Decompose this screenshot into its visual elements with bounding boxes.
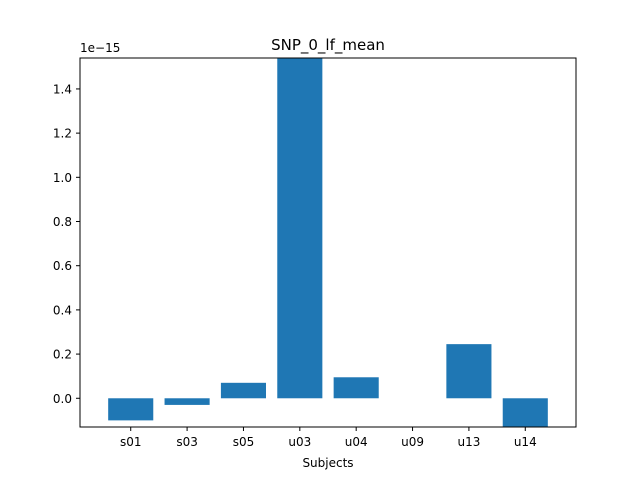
chart-title: SNP_0_lf_mean xyxy=(271,36,385,55)
bar-u13 xyxy=(446,344,492,399)
y-tick-label-6: 1.2 xyxy=(53,127,72,141)
bar-u04 xyxy=(333,377,379,399)
y-tick-label-0: 0.0 xyxy=(53,392,72,406)
y-tick-label-5: 1.0 xyxy=(53,171,72,185)
y-offset-label: 1e−15 xyxy=(80,41,120,55)
y-tick-label-2: 0.4 xyxy=(53,303,72,317)
y-tick-label-7: 1.4 xyxy=(53,82,72,96)
x-tick-label-u09: u09 xyxy=(401,435,424,449)
plot-frame xyxy=(79,57,577,428)
bar-s05 xyxy=(220,382,266,399)
x-tick-label-u04: u04 xyxy=(345,435,368,449)
x-tick-label-u14: u14 xyxy=(514,435,537,449)
bar-u03 xyxy=(277,58,323,399)
x-tick-label-u13: u13 xyxy=(457,435,480,449)
y-tick-label-1: 0.2 xyxy=(53,348,72,362)
x-tick-label-u03: u03 xyxy=(288,435,311,449)
x-tick-label-s01: s01 xyxy=(120,435,142,449)
y-tick-label-4: 0.8 xyxy=(53,215,72,229)
bar-s03 xyxy=(164,398,210,405)
y-tick-label-3: 0.6 xyxy=(53,259,72,273)
x-tick-label-s05: s05 xyxy=(233,435,255,449)
x-tick-label-s03: s03 xyxy=(176,435,198,449)
x-axis-ticks: s01 s03 s05 u03 u04 u09 u13 u14 xyxy=(120,427,537,449)
bar-u14 xyxy=(502,398,548,427)
y-axis-ticks: 0.0 0.2 0.4 0.6 0.8 1.0 1.2 1.4 xyxy=(53,82,80,406)
x-axis-label: Subjects xyxy=(302,456,353,470)
bar-s01 xyxy=(108,398,154,421)
bars-group xyxy=(108,58,548,427)
